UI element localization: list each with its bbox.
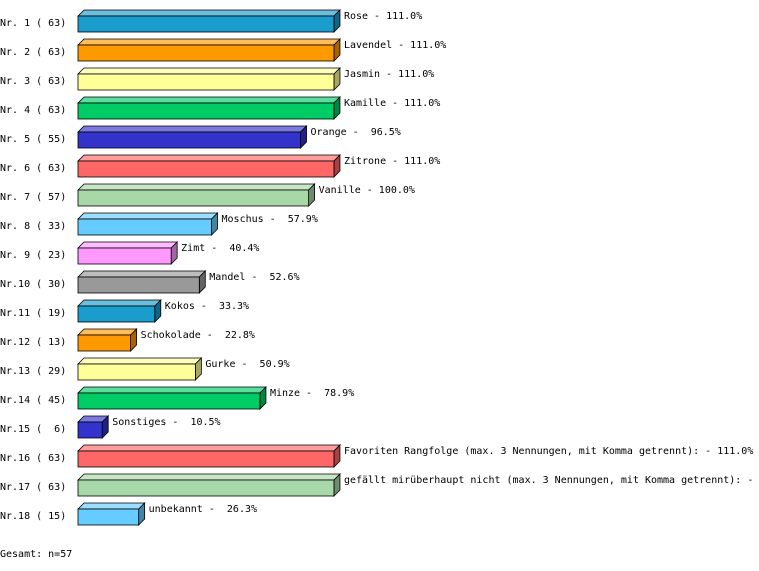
value-label: Kamille - 111.0% [344, 98, 440, 109]
bar [77, 38, 341, 62]
bar [77, 299, 162, 323]
category-label: Nr.17 ( 63) [0, 482, 66, 493]
bar-top [77, 328, 138, 336]
value-label: Favoriten Rangfolge (max. 3 Nennungen, m… [344, 446, 753, 457]
value-label: Gurke - 50.9% [205, 359, 289, 370]
category-label: Nr.13 ( 29) [0, 366, 66, 377]
bar-top [77, 473, 341, 481]
bar [77, 473, 341, 497]
value-label: Vanille - 100.0% [319, 185, 415, 196]
bar-top [77, 67, 341, 75]
category-label: Nr.16 ( 63) [0, 453, 66, 464]
bar [77, 154, 341, 178]
category-label: Nr.10 ( 30) [0, 279, 66, 290]
bar-top [77, 241, 179, 249]
bar [77, 96, 341, 120]
bar-front [77, 392, 261, 410]
bar [77, 270, 207, 294]
bar-top [77, 212, 219, 220]
bar-top [77, 96, 341, 104]
bar [77, 444, 341, 468]
bar-top [77, 154, 341, 162]
value-label: Jasmin - 111.0% [344, 69, 434, 80]
bar-front [77, 479, 335, 497]
bar [77, 183, 316, 207]
category-label: Nr. 1 ( 63) [0, 18, 66, 29]
bar-top [77, 299, 162, 307]
category-label: Nr. 3 ( 63) [0, 76, 66, 87]
bar [77, 415, 110, 439]
value-label: unbekannt - 26.3% [149, 504, 257, 515]
bar-top [77, 386, 267, 394]
bar-front [77, 334, 131, 352]
bar-front [77, 450, 335, 468]
bar-front [77, 73, 335, 91]
bar-front [77, 305, 156, 323]
bar [77, 241, 179, 265]
bar-front [77, 276, 200, 294]
category-label: Nr.14 ( 45) [0, 395, 66, 406]
bar-front [77, 363, 196, 381]
bar-front [77, 160, 335, 178]
bar-top [77, 270, 207, 278]
value-label: Sonstiges - 10.5% [112, 417, 220, 428]
bar-front [77, 421, 103, 439]
bar [77, 328, 138, 352]
value-label: Minze - 78.9% [270, 388, 354, 399]
bar-front [77, 102, 335, 120]
bar [77, 9, 341, 33]
category-label: Nr. 9 ( 23) [0, 250, 66, 261]
footer: Gesamt: n=57 [0, 549, 72, 560]
bar [77, 212, 219, 236]
bar-front [77, 247, 172, 265]
category-label: Nr. 7 ( 57) [0, 192, 66, 203]
bar-top [77, 183, 316, 191]
category-label: Nr. 5 ( 55) [0, 134, 66, 145]
bar-top [77, 502, 146, 510]
bar-top [77, 444, 341, 452]
bar-front [77, 131, 301, 149]
value-label: Schokolade - 22.8% [141, 330, 255, 341]
value-label: Mandel - 52.6% [209, 272, 299, 283]
bar [77, 502, 146, 526]
category-label: Nr.15 ( 6) [0, 424, 66, 435]
bar-front [77, 44, 335, 62]
bar [77, 386, 267, 410]
bar-top [77, 38, 341, 46]
value-label: Lavendel - 111.0% [344, 40, 446, 51]
bar [77, 125, 308, 149]
value-label: gefällt mirüberhaupt nicht (max. 3 Nennu… [344, 475, 759, 486]
category-label: Nr.11 ( 19) [0, 308, 66, 319]
bar [77, 67, 341, 91]
category-label: Nr.18 ( 15) [0, 511, 66, 522]
category-label: Nr. 2 ( 63) [0, 47, 66, 58]
value-label: Zitrone - 111.0% [344, 156, 440, 167]
bar-top [77, 357, 203, 365]
bar-front [77, 218, 212, 236]
value-label: Moschus - 57.9% [222, 214, 318, 225]
bar-front [77, 189, 310, 207]
bar-front [77, 15, 335, 33]
bar-front [77, 508, 140, 526]
category-label: Nr. 8 ( 33) [0, 221, 66, 232]
category-label: Nr. 4 ( 63) [0, 105, 66, 116]
bar-top [77, 9, 341, 17]
category-label: Nr. 6 ( 63) [0, 163, 66, 174]
value-label: Rose - 111.0% [344, 11, 422, 22]
bar-top [77, 125, 308, 133]
value-label: Zimt - 40.4% [181, 243, 259, 254]
value-label: Kokos - 33.3% [165, 301, 249, 312]
value-label: Orange - 96.5% [311, 127, 401, 138]
category-label: Nr.12 ( 13) [0, 337, 66, 348]
bar [77, 357, 203, 381]
